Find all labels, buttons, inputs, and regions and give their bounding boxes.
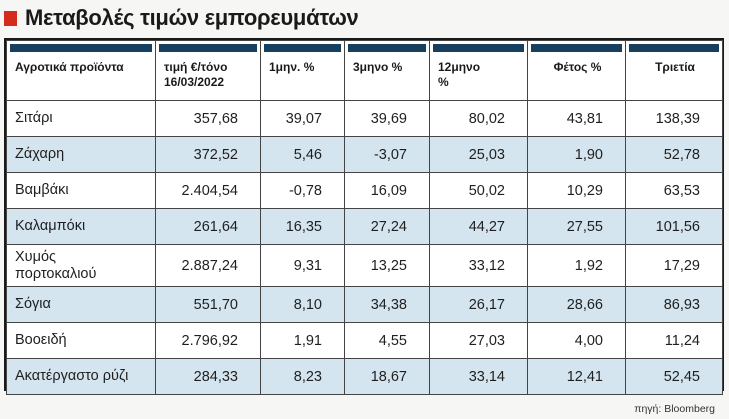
product-name-cell: Ακατέργαστο ρύζι — [6, 358, 156, 395]
product-name-cell: Σόγια — [6, 286, 156, 323]
change-3y-cell: 52,45 — [625, 358, 723, 395]
change-3m-cell: 39,69 — [344, 100, 430, 137]
table-row: Χυμός πορτοκαλιού 2.887,24 9,31 13,25 33… — [6, 244, 723, 287]
change-12m-cell: 33,14 — [429, 358, 528, 395]
change-3y-cell: 52,78 — [625, 136, 723, 173]
product-name-cell: Καλαμπόκι — [6, 208, 156, 245]
table-row: Ζάχαρη 372,52 5,46 -3,07 25,03 1,90 52,7… — [6, 136, 723, 173]
table-row: Καλαμπόκι 261,64 16,35 27,24 44,27 27,55… — [6, 208, 723, 245]
price-cell: 357,68 — [155, 100, 261, 137]
price-cell: 2.887,24 — [155, 244, 261, 287]
change-1m-cell: 5,46 — [260, 136, 345, 173]
table-row: Βαμβάκι 2.404,54 -0,78 16,09 50,02 10,29… — [6, 172, 723, 209]
change-3y-cell: 17,29 — [625, 244, 723, 287]
change-ytd-cell: 28,66 — [527, 286, 626, 323]
title-marker-icon — [4, 10, 17, 26]
product-name-cell: Χυμός πορτοκαλιού — [6, 244, 156, 287]
column-header-label: 1μην. % — [269, 60, 315, 74]
column-header-label: 3μηνο % — [353, 60, 403, 74]
table-row: Σόγια 551,70 8,10 34,38 26,17 28,66 86,9… — [6, 286, 723, 323]
change-1m-cell: 39,07 — [260, 100, 345, 137]
change-ytd-cell: 10,29 — [527, 172, 626, 209]
table-row: Βοοειδή 2.796,92 1,91 4,55 27,03 4,00 11… — [6, 322, 723, 359]
change-1m-cell: -0,78 — [260, 172, 345, 209]
change-3m-cell: 16,09 — [344, 172, 430, 209]
page-title: Μεταβολές τιμών εμπορευμάτων — [25, 5, 359, 30]
change-ytd-cell: 1,92 — [527, 244, 626, 287]
change-ytd-cell: 12,41 — [527, 358, 626, 395]
change-3y-cell: 11,24 — [625, 322, 723, 359]
column-header-label: Αγροτικά προϊόντα — [15, 60, 124, 74]
source-credit: πηγή: Bloomberg — [634, 403, 715, 415]
change-1m-cell: 8,23 — [260, 358, 345, 395]
change-ytd-cell: 43,81 — [527, 100, 626, 137]
price-cell: 551,70 — [155, 286, 261, 323]
product-name-cell: Βαμβάκι — [6, 172, 156, 209]
change-3m-cell: 34,38 — [344, 286, 430, 323]
change-12m-cell: 80,02 — [429, 100, 528, 137]
title-row: Μεταβολές τιμών εμπορευμάτων — [4, 4, 359, 32]
change-1m-cell: 16,35 — [260, 208, 345, 245]
change-12m-cell: 27,03 — [429, 322, 528, 359]
change-3m-cell: 27,24 — [344, 208, 430, 245]
table-header-row: Αγροτικά προϊόντα τιμή €/τόνο 16/03/2022… — [6, 40, 723, 101]
price-cell: 261,64 — [155, 208, 261, 245]
column-header: 1μην. % — [260, 40, 345, 101]
change-3m-cell: 18,67 — [344, 358, 430, 395]
change-12m-cell: 33,12 — [429, 244, 528, 287]
change-ytd-cell: 27,55 — [527, 208, 626, 245]
change-1m-cell: 1,91 — [260, 322, 345, 359]
column-header-label: 12μηνο % — [438, 60, 481, 89]
column-header: Τριετία — [625, 40, 723, 101]
price-table: Αγροτικά προϊόντα τιμή €/τόνο 16/03/2022… — [6, 40, 723, 395]
price-table-container: Αγροτικά προϊόντα τιμή €/τόνο 16/03/2022… — [4, 38, 724, 395]
price-cell: 2.796,92 — [155, 322, 261, 359]
table-row: Σιτάρι 357,68 39,07 39,69 80,02 43,81 13… — [6, 100, 723, 137]
change-12m-cell: 26,17 — [429, 286, 528, 323]
price-cell: 2.404,54 — [155, 172, 261, 209]
table-row: Ακατέργαστο ρύζι 284,33 8,23 18,67 33,14… — [6, 358, 723, 395]
column-header: 12μηνο % — [429, 40, 528, 101]
column-header-label: τιμή €/τόνο 16/03/2022 — [164, 60, 228, 89]
product-name-cell: Σιτάρι — [6, 100, 156, 137]
change-3y-cell: 138,39 — [625, 100, 723, 137]
change-3m-cell: -3,07 — [344, 136, 430, 173]
change-1m-cell: 9,31 — [260, 244, 345, 287]
change-ytd-cell: 4,00 — [527, 322, 626, 359]
column-header-label: Τριετία — [655, 60, 695, 74]
change-ytd-cell: 1,90 — [527, 136, 626, 173]
change-3y-cell: 101,56 — [625, 208, 723, 245]
change-3y-cell: 86,93 — [625, 286, 723, 323]
change-3m-cell: 13,25 — [344, 244, 430, 287]
column-header: 3μηνο % — [344, 40, 430, 101]
product-name-cell: Βοοειδή — [6, 322, 156, 359]
product-name-cell: Ζάχαρη — [6, 136, 156, 173]
change-12m-cell: 44,27 — [429, 208, 528, 245]
column-header: Αγροτικά προϊόντα — [6, 40, 156, 101]
price-cell: 372,52 — [155, 136, 261, 173]
change-12m-cell: 25,03 — [429, 136, 528, 173]
column-header: Φέτος % — [527, 40, 626, 101]
change-3y-cell: 63,53 — [625, 172, 723, 209]
column-header-label: Φέτος % — [553, 60, 602, 74]
column-header: τιμή €/τόνο 16/03/2022 — [155, 40, 261, 101]
change-3m-cell: 4,55 — [344, 322, 430, 359]
price-cell: 284,33 — [155, 358, 261, 395]
change-12m-cell: 50,02 — [429, 172, 528, 209]
change-1m-cell: 8,10 — [260, 286, 345, 323]
